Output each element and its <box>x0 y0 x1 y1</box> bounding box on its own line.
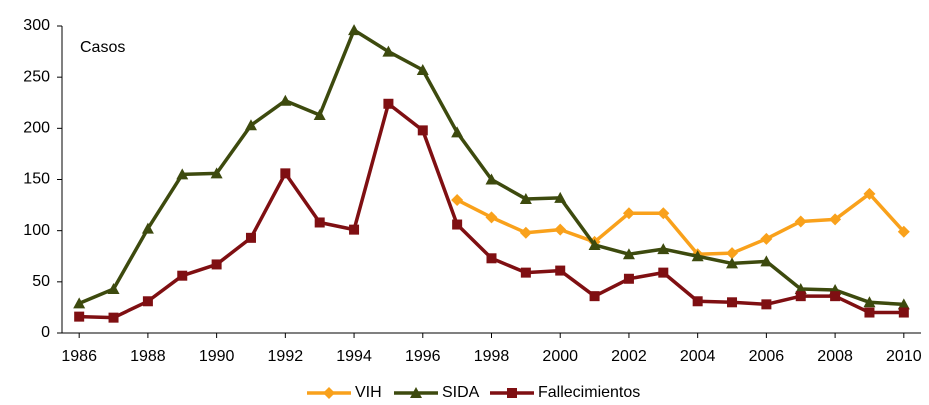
data-point <box>795 291 806 302</box>
x-tick-label: 1992 <box>268 348 304 365</box>
y-tick-label: 0 <box>41 324 50 341</box>
data-point <box>622 207 635 220</box>
x-tick-label: 2000 <box>542 348 578 365</box>
data-point <box>623 273 634 284</box>
data-point <box>416 64 429 76</box>
data-point <box>348 24 361 36</box>
data-point <box>176 168 189 180</box>
data-point <box>658 267 669 278</box>
data-point <box>452 219 463 230</box>
y-tick-label: 150 <box>23 171 50 188</box>
x-tick-label: 2008 <box>817 348 853 365</box>
data-point <box>726 247 739 260</box>
data-point <box>485 173 498 185</box>
x-tick-label: 1986 <box>61 348 97 365</box>
y-tick-label: 300 <box>23 17 50 34</box>
x-tick-label: 2010 <box>886 348 922 365</box>
data-point <box>486 253 497 264</box>
legend-label: SIDA <box>442 384 480 401</box>
y-tick-label: 100 <box>23 222 50 239</box>
data-point <box>897 225 910 238</box>
legend-marker <box>507 388 517 398</box>
data-point <box>863 296 876 308</box>
data-point <box>245 232 256 243</box>
series-line <box>79 102 904 320</box>
data-point <box>279 94 292 106</box>
legend-label: Fallecimientos <box>538 384 640 401</box>
data-point <box>897 298 910 310</box>
data-point <box>417 125 428 136</box>
data-point <box>794 215 807 228</box>
x-tick-label: 2004 <box>680 348 716 365</box>
x-tick-label: 2002 <box>611 348 647 365</box>
data-point <box>383 98 394 109</box>
data-point <box>829 213 842 226</box>
data-point <box>519 226 532 239</box>
data-point <box>210 167 223 179</box>
data-point <box>691 250 704 262</box>
x-tick-label: 1994 <box>336 348 372 365</box>
data-point <box>382 45 395 57</box>
data-point <box>760 232 773 245</box>
data-point <box>520 267 531 278</box>
y-tick-label: 50 <box>32 273 50 290</box>
data-point <box>519 192 532 204</box>
x-tick-label: 2006 <box>749 348 785 365</box>
data-point <box>657 243 670 255</box>
data-point <box>244 119 257 131</box>
data-point <box>692 296 703 307</box>
data-point <box>107 282 120 294</box>
data-point <box>280 168 291 179</box>
legend-label: VIH <box>355 384 382 401</box>
x-tick-label: 1996 <box>405 348 441 365</box>
annotation: Casos <box>80 39 125 56</box>
y-tick-label: 250 <box>23 68 50 85</box>
data-point <box>588 238 601 250</box>
data-point <box>485 211 498 224</box>
data-point <box>555 265 566 276</box>
data-point <box>554 223 567 236</box>
data-point <box>314 217 325 228</box>
data-point <box>622 248 635 260</box>
data-point <box>313 109 326 121</box>
data-point <box>726 257 739 269</box>
data-point <box>657 207 670 220</box>
data-point <box>451 193 464 206</box>
data-point <box>863 187 876 200</box>
data-point <box>73 297 86 309</box>
y-tick-label: 200 <box>23 120 50 137</box>
data-point <box>349 224 360 235</box>
series-line <box>456 192 906 256</box>
data-point <box>141 222 154 234</box>
data-point <box>451 126 464 138</box>
data-point <box>74 311 85 322</box>
data-point <box>760 255 773 267</box>
data-point <box>761 299 772 310</box>
data-point <box>898 307 909 318</box>
data-point <box>108 312 119 323</box>
data-point <box>830 291 841 302</box>
data-point <box>554 191 567 203</box>
data-point <box>589 291 600 302</box>
x-tick-label: 1998 <box>474 348 510 365</box>
data-point <box>142 296 153 307</box>
legend-marker <box>323 387 335 399</box>
data-point <box>864 307 875 318</box>
data-point <box>211 259 222 270</box>
legend-marker <box>410 387 422 398</box>
x-tick-label: 1988 <box>130 348 166 365</box>
data-point <box>727 297 738 308</box>
data-point <box>177 270 188 281</box>
x-tick-label: 1990 <box>199 348 235 365</box>
